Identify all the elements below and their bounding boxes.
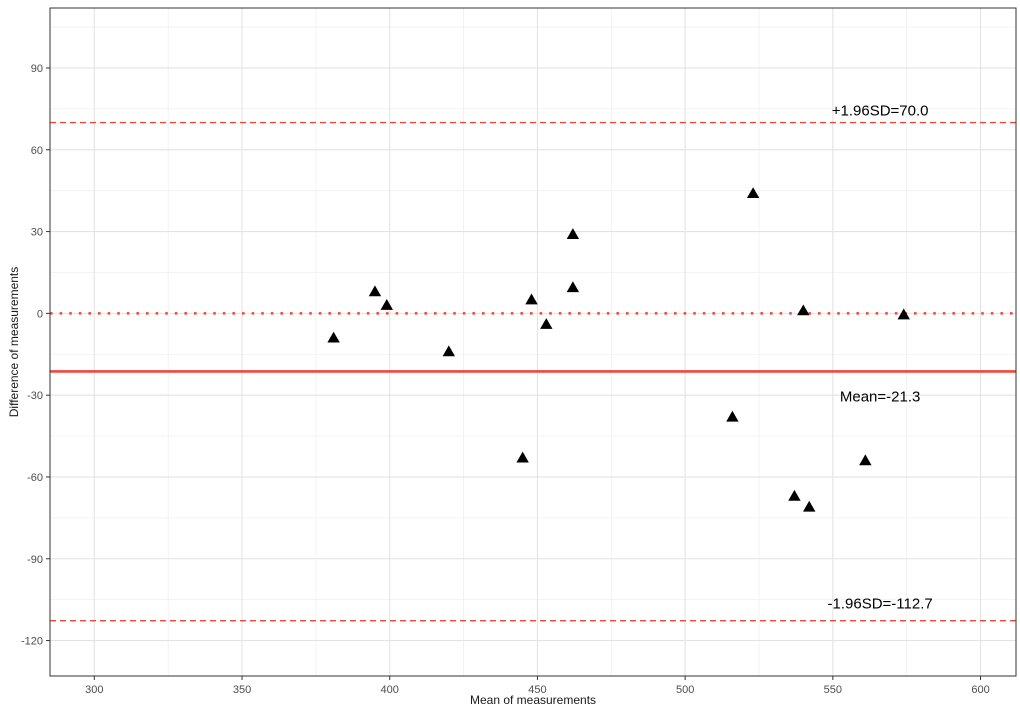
data-point: [380, 298, 393, 310]
data-points: [327, 187, 910, 512]
y-tick-label: -30: [27, 390, 43, 402]
y-tick-label: -90: [27, 554, 43, 566]
reference-line-label: +1.96SD=70.0: [832, 103, 929, 120]
data-point: [803, 500, 816, 512]
x-tick-label: 300: [85, 684, 103, 696]
data-point: [566, 281, 580, 293]
x-tick-label: 350: [233, 684, 251, 696]
reference-line-label: -1.96SD=-112.7: [828, 596, 933, 613]
data-point: [525, 293, 538, 305]
x-tick-label: 500: [676, 684, 694, 696]
y-tick-label: -60: [27, 472, 43, 484]
y-tick-label: -120: [21, 636, 43, 648]
x-tick-label: 600: [971, 684, 989, 696]
data-point: [516, 451, 529, 463]
data-point: [859, 454, 872, 466]
x-axis-title: Mean of measurements: [470, 693, 596, 707]
x-tick-label: 550: [824, 684, 842, 696]
y-axis-title: Difference of measurements: [7, 267, 21, 418]
y-tick-label: 90: [31, 63, 43, 75]
data-point: [797, 304, 810, 316]
data-point: [368, 285, 382, 297]
y-axis: 90 60 30 0 -30 -60 -90 -120: [21, 63, 50, 648]
y-tick-label: 60: [31, 145, 43, 157]
x-tick-label: 450: [528, 684, 546, 696]
data-point: [566, 228, 580, 239]
major-grid: [50, 8, 1016, 676]
data-point: [726, 410, 739, 422]
data-point: [327, 331, 340, 343]
reference-line-label: Mean=-21.3: [840, 388, 920, 405]
data-point: [897, 308, 910, 320]
reference-lines: [50, 121, 1016, 622]
annotations: +1.96SD=70.0 Mean=-21.3 -1.96SD=-112.7: [828, 103, 933, 613]
data-point: [788, 489, 801, 501]
data-point: [540, 318, 553, 329]
x-axis: 300 350 400 450 500 550 600: [85, 676, 990, 696]
plot-border: [49, 7, 1017, 677]
data-point: [746, 187, 760, 199]
minor-grid: [50, 8, 1016, 676]
data-point: [442, 345, 456, 357]
y-tick-label: 30: [31, 227, 43, 239]
plot-background: [50, 8, 1016, 676]
y-tick-label: 0: [37, 308, 43, 320]
x-tick-label: 400: [381, 684, 399, 696]
